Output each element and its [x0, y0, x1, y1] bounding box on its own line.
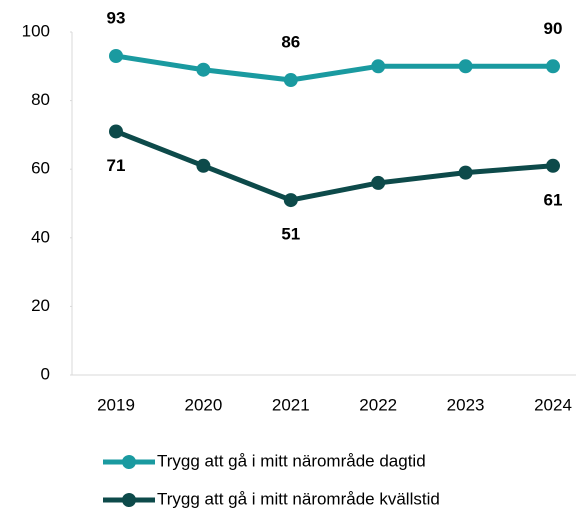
x-tick-label: 2019: [97, 395, 135, 414]
point: [371, 175, 386, 190]
series-line: [115, 53, 553, 83]
point: [283, 193, 298, 208]
x-tick-label: 2024: [534, 395, 572, 414]
point: [458, 165, 473, 180]
legend-label: Trygg att gå i mitt närområde kvällstid: [157, 489, 440, 508]
legend-marker: [122, 455, 136, 469]
point: [458, 59, 473, 74]
legend-label: Trygg att gå i mitt närområde dagtid: [157, 451, 426, 470]
data-label: 61: [544, 190, 563, 209]
y-tick-label: 40: [31, 227, 50, 246]
y-tick-label: 100: [22, 21, 50, 40]
data-label: 93: [107, 8, 126, 27]
data-label: 86: [281, 33, 300, 52]
data-label: 71: [107, 156, 126, 175]
y-tick-label: 60: [31, 159, 50, 178]
y-tick-label: 80: [31, 90, 50, 109]
point: [196, 158, 211, 173]
point: [196, 62, 211, 77]
y-tick-label: 20: [31, 296, 50, 315]
x-tick-label: 2022: [359, 395, 397, 414]
legend-marker: [122, 493, 136, 507]
point: [546, 158, 560, 173]
point: [371, 59, 386, 74]
data-label: 51: [281, 225, 300, 244]
point: [546, 59, 560, 74]
point: [109, 124, 123, 139]
point: [109, 49, 123, 64]
x-tick-label: 2023: [447, 395, 485, 414]
x-tick-label: 2020: [184, 395, 222, 414]
point: [283, 73, 298, 88]
data-label: 90: [544, 19, 563, 38]
y-tick-label: 0: [41, 364, 50, 383]
series-line: [115, 129, 554, 203]
x-tick-label: 2021: [272, 395, 310, 414]
